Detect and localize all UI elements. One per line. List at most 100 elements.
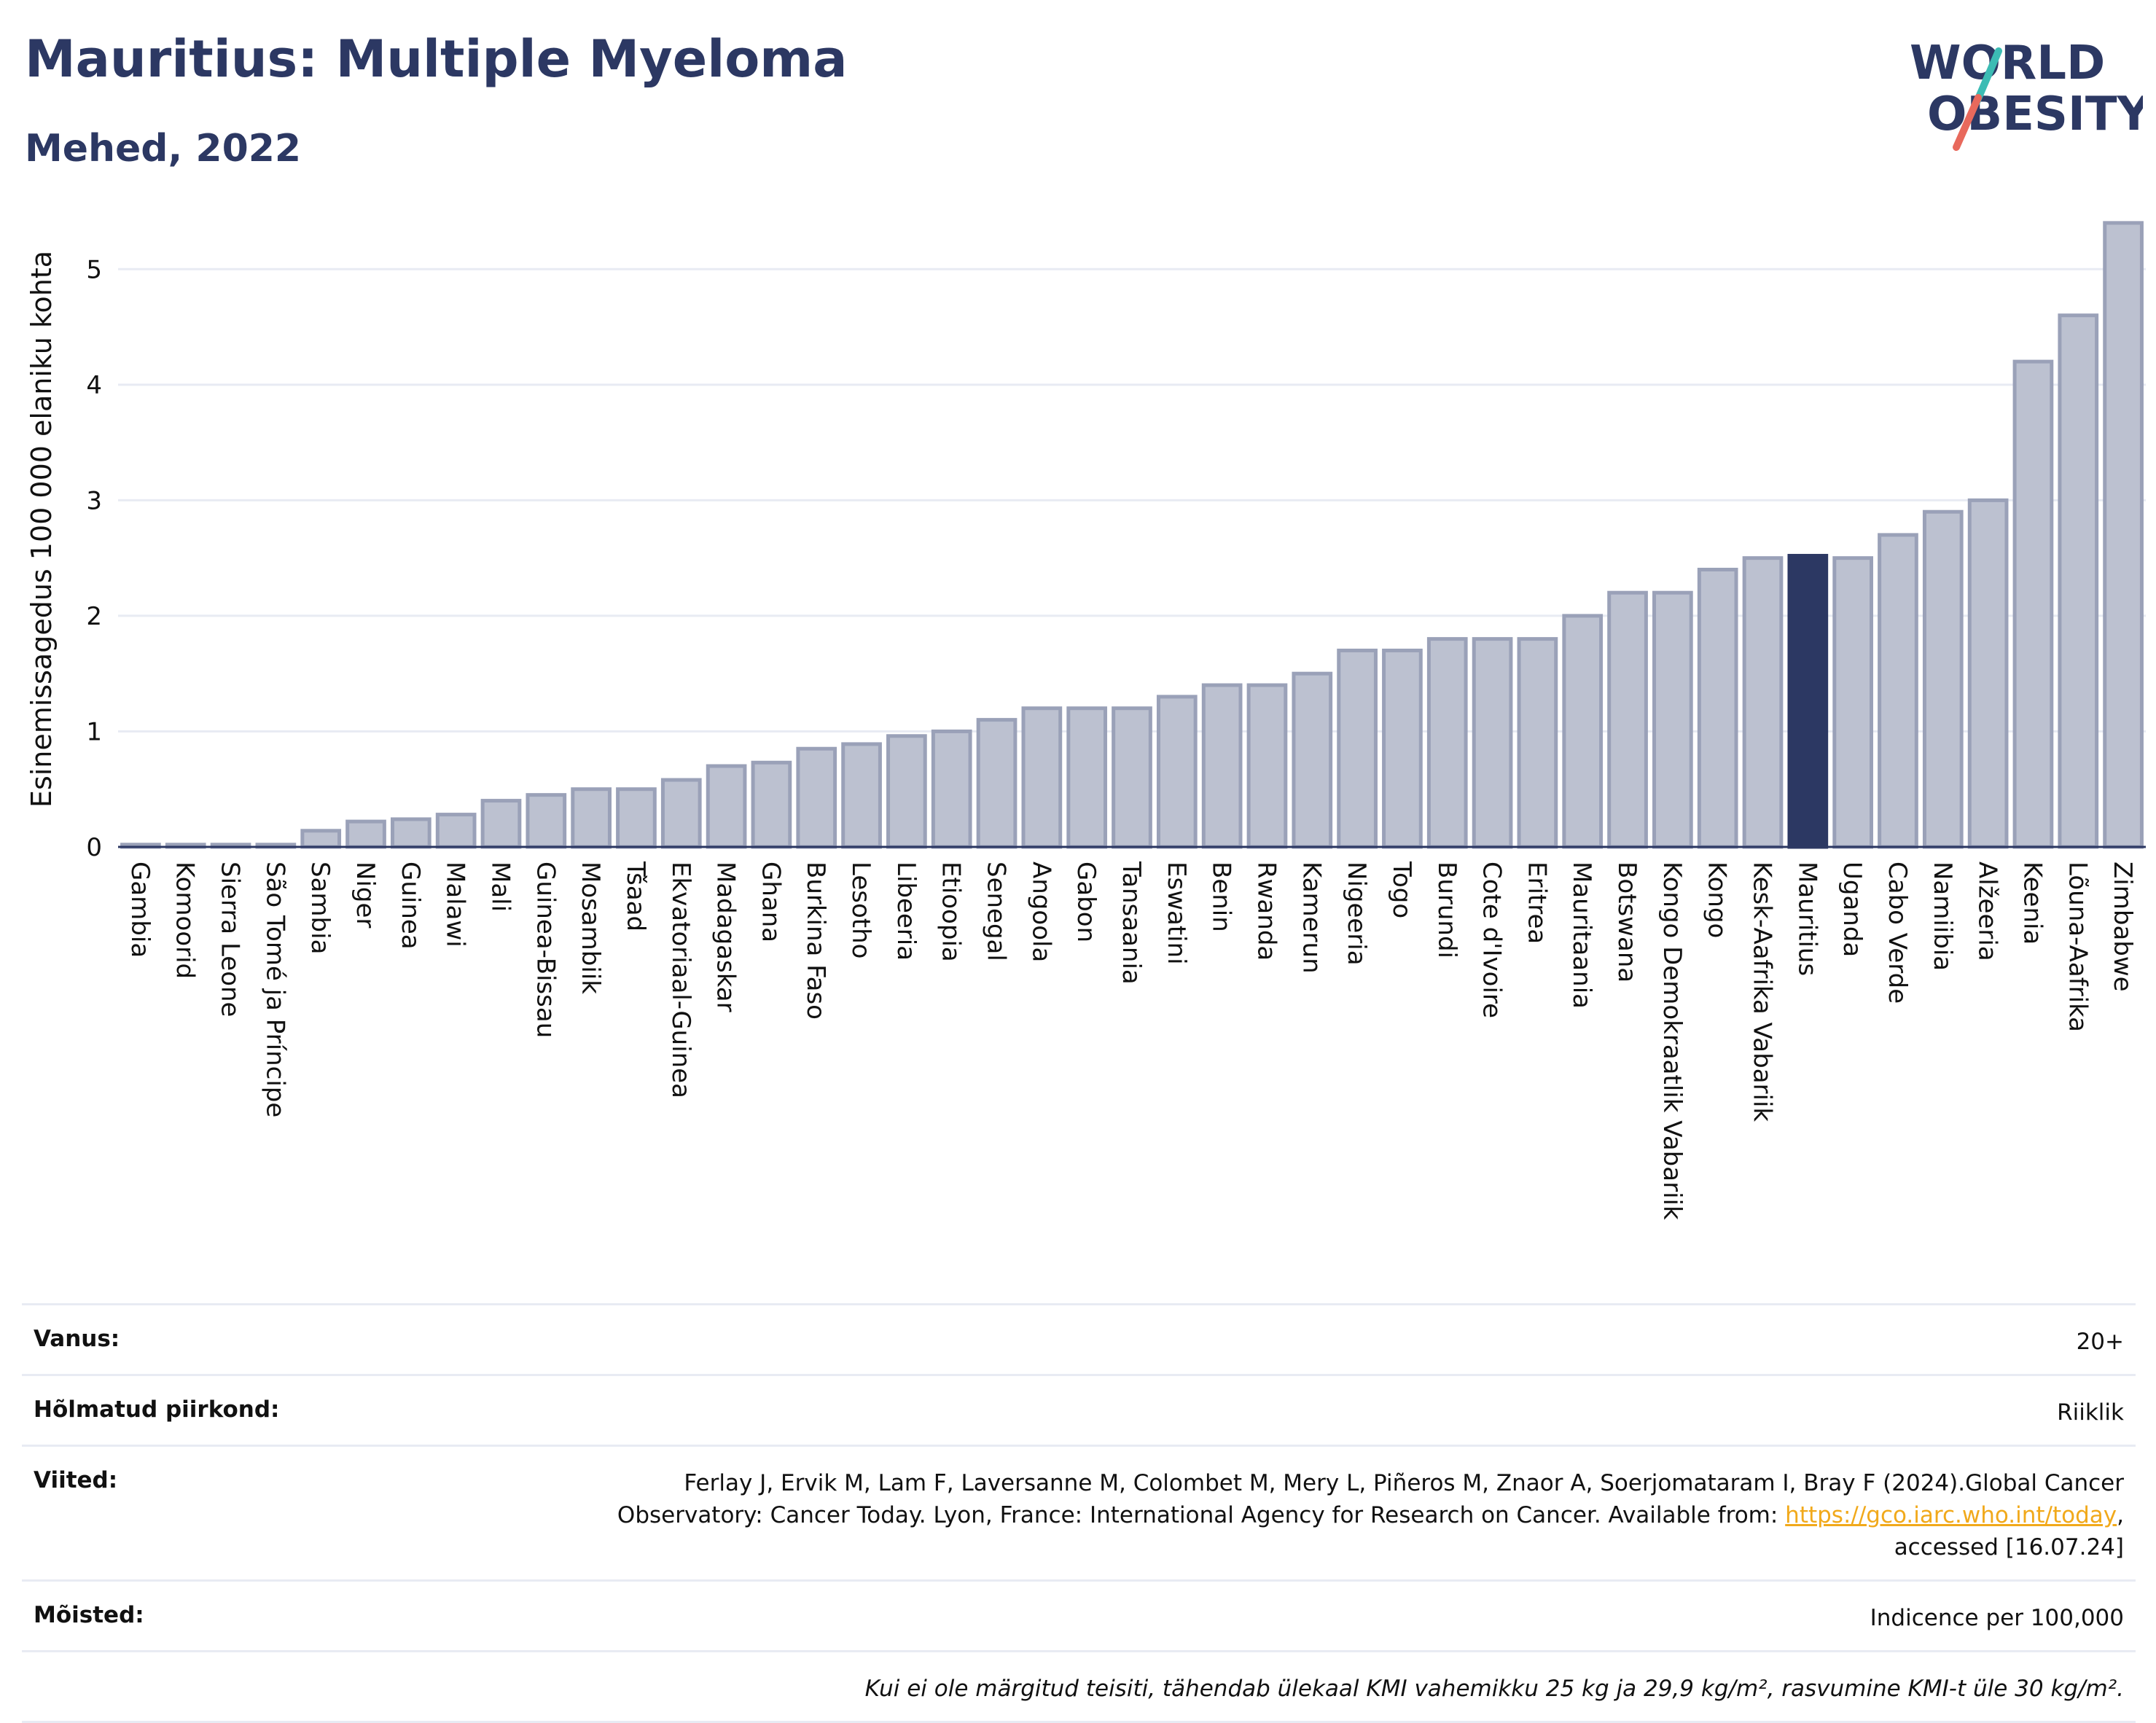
info-key-age: Vanus: [34, 1326, 120, 1352]
bar [1922, 509, 1964, 849]
bar [1607, 590, 1648, 849]
bar [751, 760, 792, 849]
category-label: Burkina Faso [801, 862, 830, 1020]
info-value-references: Ferlay J, Ervik M, Lam F, Laversanne M, … [617, 1467, 2124, 1563]
bar [976, 718, 1018, 849]
category-label: Mauritius [1792, 862, 1821, 976]
category-label: Kesk-Aafrika Vabariik [1748, 862, 1777, 1122]
category-label: Gambia [125, 862, 155, 958]
info-row-definitions: Mõisted: Indicence per 100,000 [22, 1579, 2136, 1650]
category-label: Kamerun [1297, 862, 1326, 974]
category-label: Mali [485, 862, 515, 912]
reference-line-2-end: , [2117, 1502, 2124, 1528]
chart-title: Mauritius: Multiple Myeloma [25, 29, 848, 89]
info-key-definitions: Mõisted: [34, 1602, 144, 1628]
y-tick-label: 5 [86, 255, 102, 284]
bar [1112, 706, 1152, 849]
bar [1832, 556, 1874, 849]
info-table: Vanus: 20+ Hõlmatud piirkond: Riiklik Vi… [22, 1303, 2136, 1723]
bar [616, 787, 657, 849]
y-tick-label: 3 [86, 486, 102, 515]
category-label: Keenia [2018, 862, 2047, 945]
bar [796, 746, 837, 849]
category-label: Lõuna-Aafrika [2063, 862, 2092, 1032]
category-label: Burundi [1432, 862, 1461, 958]
category-label: Gabon [1071, 862, 1101, 942]
bar-chart: 0 1 2 3 4 5 Gambia Komoorid Sierra Leone São Tom… [26, 221, 2146, 1220]
bar [1652, 590, 1693, 849]
info-row-references: Viited: Ferlay J, Ervik M, Lam F, Lavers… [22, 1445, 2136, 1579]
bar [931, 729, 972, 849]
category-label: Kongo Demokraatlik Vabariik [1657, 862, 1687, 1220]
category-label: Mosambiik [576, 862, 605, 994]
y-tick-label: 1 [86, 717, 102, 746]
category-label: Cote d'Ivoire [1477, 862, 1507, 1018]
y-tick-label: 2 [86, 602, 102, 631]
category-label: Madagaskar [711, 862, 741, 1012]
reference-line-2: Observatory: Cancer Today. Lyon, France:… [617, 1502, 1786, 1528]
bar [1742, 556, 1784, 849]
bar [345, 819, 386, 849]
bar [480, 799, 522, 849]
bar [1021, 706, 1063, 849]
bar [2012, 359, 2054, 849]
category-label: Niger [351, 862, 380, 928]
category-label: Nigeeria [1342, 862, 1371, 966]
category-label: Benin [1207, 862, 1236, 932]
bar [1426, 637, 1468, 849]
category-label: Zimbabwe [2108, 862, 2137, 992]
y-tick-labels: 0 1 2 3 4 5 [86, 255, 102, 862]
bar [1156, 695, 1198, 849]
logo-slash-top [1973, 47, 2002, 106]
info-note: Kui ei ole märgitud teisiti, tähendab ül… [864, 1676, 2124, 1702]
category-label: Guinea-Bissau [531, 862, 560, 1038]
category-label: Mauritaania [1567, 862, 1596, 1009]
category-label: Senegal [982, 862, 1011, 961]
category-label: Togo [1387, 861, 1416, 918]
bar [1967, 498, 2009, 849]
category-label: Alžeeria [1973, 862, 2002, 961]
bar [1382, 648, 1423, 849]
bar [1246, 683, 1288, 849]
category-label: Tansaania [1117, 861, 1146, 985]
info-value-definitions: Indicence per 100,000 [1870, 1605, 2124, 1631]
reference-line-1: Ferlay J, Ervik M, Lam F, Laversanne M, … [684, 1470, 2124, 1496]
world-obesity-logo: WORLD OBESITY [1910, 36, 2143, 151]
category-label: Rwanda [1251, 862, 1281, 961]
logo-slash-bottom [1953, 94, 1982, 151]
reference-link[interactable]: https://gco.iarc.who.int/today [1785, 1502, 2117, 1528]
info-value-region: Riiklik [2057, 1399, 2124, 1426]
bar [1472, 637, 1513, 849]
bar [1517, 637, 1558, 849]
bar [706, 764, 747, 849]
logo-text-world: WORLD [1910, 36, 2105, 90]
category-labels: Gambia Komoorid Sierra Leone São Tomé ja Pr… [125, 861, 2137, 1220]
category-label: Ekvatoriaal-Guinea [666, 862, 695, 1098]
bar-highlight [1787, 553, 1829, 849]
category-label: Angoola [1026, 862, 1055, 962]
category-label: Namiibia [1928, 862, 1957, 971]
bar [300, 829, 342, 849]
category-label: Cabo Verde [1883, 862, 1912, 1004]
bars [120, 221, 2144, 849]
category-label: Kongo [1703, 862, 1732, 938]
bar [571, 787, 612, 849]
bar [660, 778, 702, 849]
category-label: Sambia [305, 862, 335, 954]
category-label: Libeeria [891, 862, 921, 961]
bar [1066, 706, 1108, 849]
y-tick-label: 4 [86, 371, 102, 400]
category-label: Eswatini [1162, 862, 1191, 965]
bar [841, 742, 882, 849]
bar [2058, 313, 2099, 849]
category-label: Etioopia [937, 862, 966, 962]
reference-line-3: accessed [16.07.24] [1894, 1534, 2124, 1560]
category-label: Sierra Leone [216, 862, 245, 1017]
category-label: Komoorid [171, 862, 200, 979]
y-tick-label: 0 [86, 833, 102, 862]
bar [526, 793, 567, 849]
category-label: Eritrea [1522, 862, 1551, 944]
info-row-region: Hõlmatud piirkond: Riiklik [22, 1374, 2136, 1445]
bar [1697, 567, 1738, 849]
info-key-references: Viited: [34, 1467, 118, 1493]
